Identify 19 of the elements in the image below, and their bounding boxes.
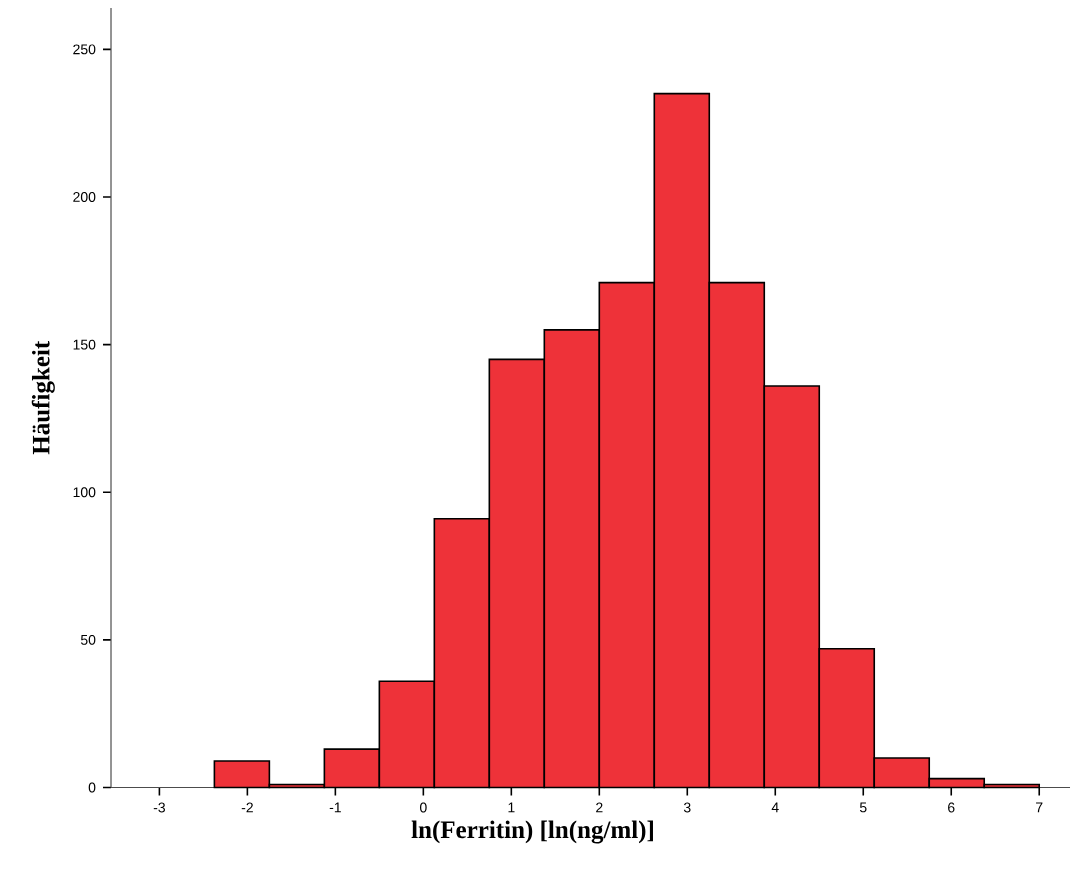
x-tick-label: -2 xyxy=(241,802,253,813)
x-axis-title: ln(Ferritin) [ln(ng/ml)] xyxy=(411,820,653,844)
y-tick-label: 0 xyxy=(88,782,96,793)
x-tick-label: 0 xyxy=(419,802,427,813)
x-tick-label: -3 xyxy=(153,802,165,813)
x-tick-label: 1 xyxy=(508,802,515,813)
x-tick-label: 2 xyxy=(596,802,603,813)
x-tick-label: 5 xyxy=(859,802,867,813)
y-tick-label: 100 xyxy=(73,487,96,498)
y-tick-label: 200 xyxy=(73,192,96,202)
y-tick-label: 150 xyxy=(73,339,96,350)
x-tick-label: 7 xyxy=(1036,802,1043,813)
y-tick-label: 50 xyxy=(80,634,96,645)
y-tick-label: 250 xyxy=(73,44,96,55)
x-tick-label: 4 xyxy=(771,802,779,813)
x-tick-label: -1 xyxy=(329,802,341,813)
x-tick-label: 6 xyxy=(948,802,955,813)
x-tick-label: 3 xyxy=(683,802,691,813)
y-axis-title: Häufigkeit xyxy=(31,340,55,455)
